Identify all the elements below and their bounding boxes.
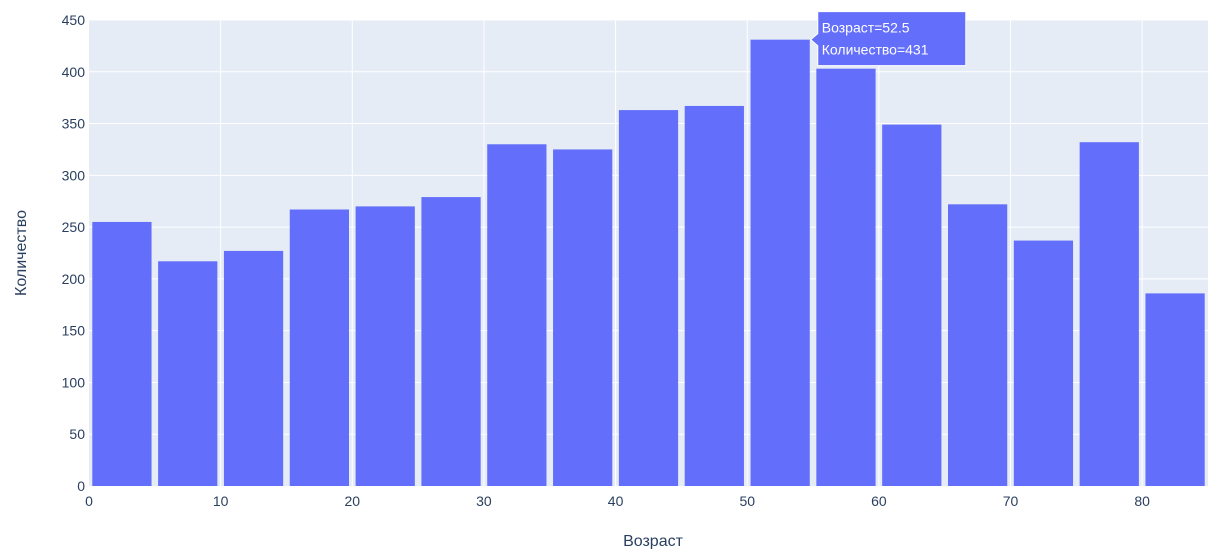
histogram-bar[interactable] bbox=[750, 39, 810, 486]
histogram-bar[interactable] bbox=[618, 110, 679, 487]
x-tick-label: 70 bbox=[1003, 493, 1019, 509]
hover-tooltip-box bbox=[809, 11, 967, 67]
x-axis-title: Возраст bbox=[623, 533, 684, 549]
x-tick-labels: 0 10 20 30 40 50 60 70 80 bbox=[85, 493, 1150, 509]
x-tick-label: 80 bbox=[1134, 493, 1150, 509]
hover-tooltip-line1: Возраст=52.5 bbox=[822, 20, 910, 36]
x-tick-label: 50 bbox=[739, 493, 755, 509]
histogram-bar[interactable] bbox=[1145, 293, 1205, 486]
x-tick-label: 20 bbox=[345, 493, 361, 509]
y-tick-label: 50 bbox=[69, 426, 85, 442]
x-tick-label: 60 bbox=[871, 493, 887, 509]
y-tick-label: 200 bbox=[62, 271, 86, 287]
histogram-bar[interactable] bbox=[684, 105, 744, 486]
histogram-bar[interactable] bbox=[158, 261, 218, 486]
histogram-bar[interactable] bbox=[92, 221, 152, 486]
histogram-bar[interactable] bbox=[816, 68, 876, 486]
histogram-bar[interactable] bbox=[882, 124, 942, 486]
histogram-bar[interactable] bbox=[421, 197, 481, 486]
bars bbox=[92, 39, 1205, 487]
y-tick-label: 0 bbox=[77, 478, 85, 494]
y-tick-label: 100 bbox=[62, 374, 86, 390]
histogram-bar[interactable] bbox=[553, 149, 613, 486]
x-tick-label: 10 bbox=[213, 493, 229, 509]
x-tick-label: 40 bbox=[608, 493, 624, 509]
y-tick-label: 250 bbox=[62, 219, 86, 235]
hover-tooltip-line2: Количество=431 bbox=[822, 42, 929, 58]
y-tick-label: 400 bbox=[62, 64, 86, 80]
hover-tooltip: Возраст=52.5 Количество=431 bbox=[809, 11, 967, 67]
histogram-bar[interactable] bbox=[1013, 240, 1074, 486]
histogram-bar[interactable] bbox=[487, 144, 547, 486]
y-tick-label: 150 bbox=[62, 323, 86, 339]
x-tick-label: 0 bbox=[85, 493, 93, 509]
y-axis-title: Количество bbox=[13, 210, 30, 296]
histogram-bar[interactable] bbox=[223, 250, 284, 486]
histogram-bar[interactable] bbox=[289, 209, 350, 487]
histogram-bar[interactable] bbox=[355, 206, 415, 486]
y-tick-label: 350 bbox=[62, 116, 86, 132]
y-tick-label: 450 bbox=[62, 12, 86, 28]
histogram-bar[interactable] bbox=[947, 204, 1008, 486]
y-tick-label: 300 bbox=[62, 167, 86, 183]
x-tick-label: 30 bbox=[476, 493, 492, 509]
histogram-bar[interactable] bbox=[1079, 142, 1139, 486]
y-tick-labels: 0 50 100 150 200 250 300 350 400 450 bbox=[62, 12, 86, 494]
